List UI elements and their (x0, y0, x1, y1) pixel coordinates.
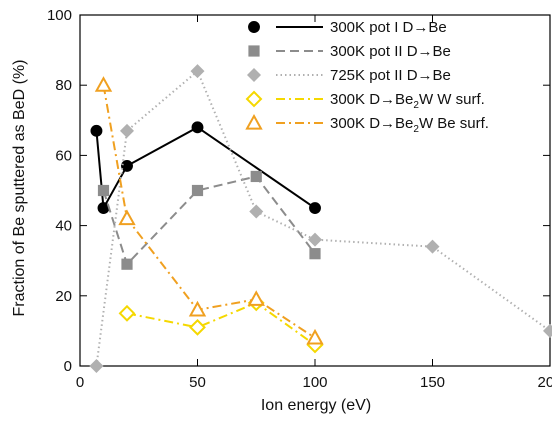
x-tick-label: 0 (76, 374, 84, 391)
legend-marker (245, 113, 263, 130)
legend-label-suffix: W Be surf. (419, 115, 489, 132)
data-point (543, 323, 552, 338)
data-point (118, 304, 136, 322)
plot-frame (79, 14, 551, 367)
legend: 300K pot I D→Be 300K pot II D→Be 725K pot … (245, 19, 489, 135)
legend-entry: 300K pot I D→Be (248, 19, 447, 36)
series-3 (118, 294, 324, 354)
y-tick-label: 40 (55, 218, 72, 235)
data-point (191, 184, 204, 197)
legend-label-subscript: 2 (413, 124, 419, 135)
data-point (250, 170, 262, 183)
data-point (89, 359, 104, 373)
x-tick-label: 200 (537, 374, 552, 391)
x-tick-label: 50 (189, 374, 206, 391)
y-tick-label: 100 (47, 7, 72, 24)
legend-label-prefix: 300K D→Be (330, 91, 413, 108)
data-point (118, 209, 136, 226)
y-tick-label: 20 (55, 288, 72, 305)
data-point (121, 159, 133, 172)
series-line (102, 175, 316, 267)
data-point (309, 248, 321, 260)
data-point (309, 202, 321, 214)
data-point (97, 184, 110, 197)
x-axis-label: Ion energy (eV) (261, 397, 371, 414)
data-point (306, 328, 324, 345)
series-1 (97, 170, 321, 270)
x-tick-label: 150 (420, 374, 445, 391)
legend-label: 300K D→Be2W W surf. (330, 91, 485, 111)
data-point (189, 318, 206, 336)
legend-marker (248, 21, 260, 33)
y-tick-label: 60 (55, 147, 72, 164)
y-tick-label: 0 (64, 358, 72, 375)
legend-label: 300K pot II D→Be (330, 43, 451, 60)
y-tick-label: 80 (55, 77, 72, 94)
legend-entry: 300K D→Be2W W surf. (245, 90, 485, 111)
legend-label: 300K pot I D→Be (330, 19, 447, 36)
y-axis-label: Fraction of Be sputtered as BeD (%) (11, 60, 28, 317)
plot-series (89, 64, 552, 373)
series-4 (94, 76, 324, 345)
data-point (190, 64, 205, 79)
data-point (188, 300, 207, 317)
axes: 0 50 100 150 200 0 20 40 60 80 100 (47, 7, 552, 391)
series-0 (90, 121, 321, 214)
data-point (308, 232, 322, 247)
data-point (90, 124, 103, 137)
data-point (247, 290, 265, 306)
data-point (120, 123, 134, 138)
data-point (97, 202, 110, 214)
legend-entry: 725K pot II D→Be (247, 67, 451, 84)
data-point (94, 76, 113, 92)
legend-label: 725K pot II D→Be (330, 67, 451, 84)
data-point (249, 204, 264, 219)
legend-entry: 300K D→Be2W Be surf. (245, 113, 489, 135)
data-point (121, 258, 133, 270)
legend-marker (248, 45, 260, 57)
legend-marker (245, 90, 263, 108)
series-line (126, 301, 316, 346)
legend-entry: 300K pot II D→Be (248, 43, 451, 60)
legend-label-prefix: 300K D→Be (330, 115, 413, 132)
legend-label-subscript: 2 (413, 100, 419, 111)
series-2 (89, 64, 552, 373)
x-tick-label: 100 (302, 374, 327, 391)
legend-marker (247, 68, 261, 82)
legend-label: 300K D→Be2W Be surf. (330, 115, 489, 135)
data-point (191, 121, 204, 134)
data-point (425, 239, 440, 254)
legend-label-suffix: W W surf. (419, 91, 485, 108)
